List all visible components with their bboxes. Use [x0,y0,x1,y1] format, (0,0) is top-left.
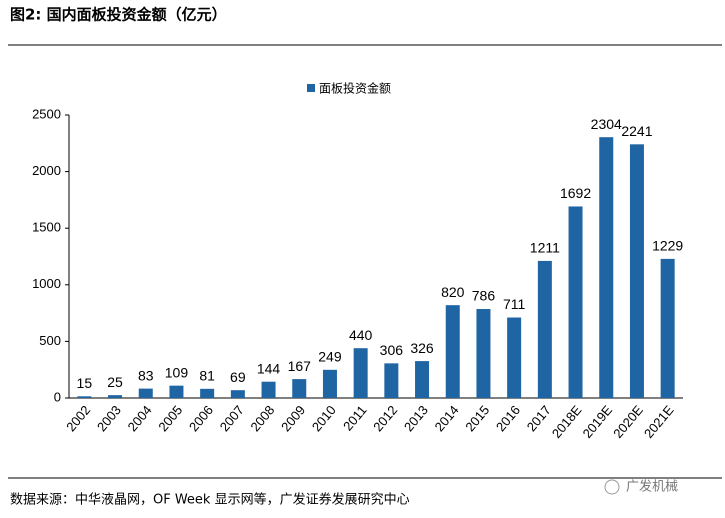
chart-title: 图2: 国内面板投资金额（亿元） [10,6,227,24]
bar [230,390,245,398]
value-label: 786 [472,288,496,304]
value-label: 1211 [530,240,560,256]
value-label: 81 [199,368,215,384]
x-tick-label: 2008 [247,402,277,434]
bar [200,388,215,398]
value-label: 326 [410,340,434,356]
legend-swatch [307,84,315,92]
value-label: 1229 [652,238,683,254]
value-label: 440 [349,327,373,343]
watermark: 广发机械 [626,479,678,495]
value-label: 2241 [621,123,652,139]
x-tick-label: 2016 [493,402,523,434]
value-label: 109 [165,364,189,380]
value-label: 711 [503,296,526,312]
x-tick-label: 2005 [155,402,185,434]
x-tick-label: 2013 [401,402,431,434]
x-tick-label: 2020E [610,402,646,441]
bar [77,396,92,398]
bar [629,144,644,398]
y-tick-label: 1000 [32,276,61,291]
bar [292,379,307,398]
value-label: 306 [380,342,404,358]
y-tick-label: 1500 [32,220,61,235]
bar [445,305,460,398]
value-label: 15 [77,375,93,391]
bar [537,260,552,398]
x-tick-label: 2006 [186,402,216,434]
bar [476,309,491,398]
bar [507,317,522,398]
y-tick-label: 0 [54,389,61,404]
x-tick-label: 2007 [217,402,247,434]
x-tick-label: 2019E [580,402,616,441]
value-label: 69 [230,369,246,385]
value-label: 144 [257,360,281,376]
value-label: 167 [288,358,312,374]
x-tick-label: 2012 [370,402,400,434]
x-tick-label: 2009 [278,402,308,434]
x-tick-label: 2018E [549,402,585,441]
value-label: 2304 [591,116,622,132]
bar [108,395,123,398]
source-note: 数据来源：中华液晶网，OF Week 显示网等，广发证券发展研究中心 [10,492,410,508]
bar [322,369,337,398]
y-tick-label: 2500 [32,106,61,121]
bar [599,137,614,398]
y-tick-label: 500 [39,333,61,348]
x-tick-label: 2004 [125,402,155,434]
x-tick-label: 2010 [309,402,339,434]
watermark-icon [604,479,620,495]
bar [384,363,399,398]
value-label: 249 [318,349,342,365]
bar [169,385,184,398]
x-tick-label: 2011 [340,402,369,433]
bar [138,388,153,398]
value-label: 83 [138,367,154,383]
value-label: 1692 [560,185,591,201]
value-label: 820 [441,284,465,300]
bar [568,206,583,398]
bar [353,348,368,398]
y-tick-label: 2000 [32,163,61,178]
x-tick-label: 2015 [462,402,492,434]
bar [660,258,675,398]
bar [415,361,430,398]
value-label: 25 [107,374,123,390]
x-tick-label: 2014 [432,402,462,434]
legend-label: 面板投资金额 [319,81,391,96]
x-tick-label: 2003 [94,402,124,434]
bar [261,381,276,398]
x-tick-label: 2021E [641,402,677,441]
x-tick-label: 2002 [63,402,93,434]
